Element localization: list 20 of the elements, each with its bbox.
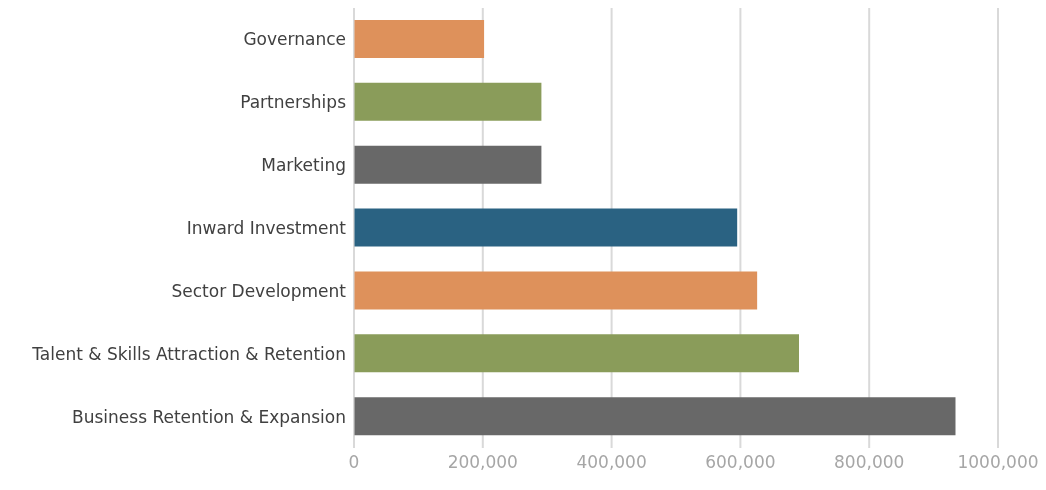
y-tick-label: Partnerships xyxy=(240,92,347,113)
bar xyxy=(354,334,799,373)
bar xyxy=(354,20,485,58)
y-tick-label: Sector Development xyxy=(171,280,347,301)
bar xyxy=(354,271,758,310)
x-tick-label: 600,000 xyxy=(705,452,776,473)
x-tick-label: 200,000 xyxy=(447,452,518,473)
bar xyxy=(354,145,542,184)
y-tick-label: Marketing xyxy=(261,155,346,176)
bar xyxy=(354,397,956,436)
y-tick-label: Governance xyxy=(243,29,346,50)
x-tick-label: 1000,000 xyxy=(957,452,1039,473)
bar xyxy=(354,82,542,121)
x-tick-label: 0 xyxy=(348,452,360,473)
y-tick-label: Business Retention & Expansion xyxy=(72,406,346,427)
x-tick-label: 400,000 xyxy=(576,452,647,473)
x-tick-label: 800,000 xyxy=(834,452,905,473)
y-tick-label: Talent & Skills Attraction & Retention xyxy=(31,343,346,364)
bar xyxy=(354,208,738,247)
y-tick-label: Inward Investment xyxy=(186,218,347,239)
